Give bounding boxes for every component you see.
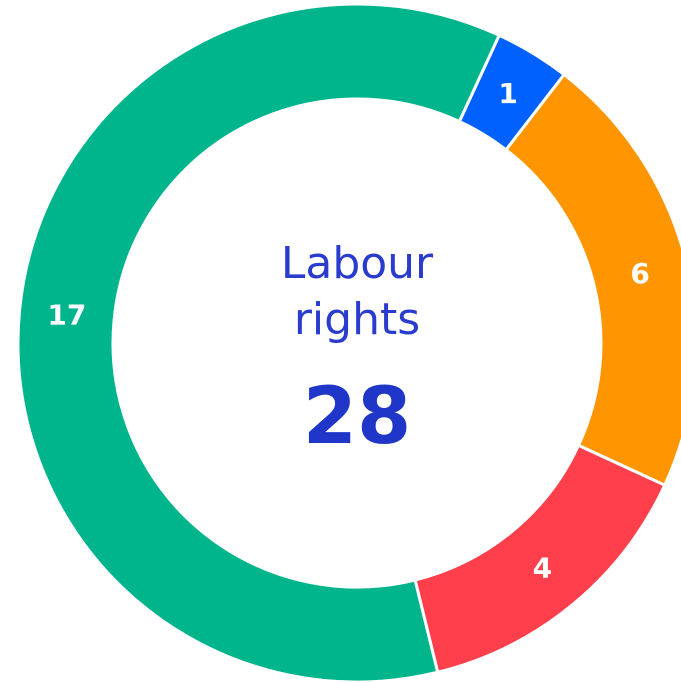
segment bbox=[16, 2, 502, 683]
center-title: Labour rights bbox=[280, 238, 434, 345]
segment-label: 4 bbox=[533, 551, 552, 584]
segment-label: 6 bbox=[630, 257, 649, 290]
segment bbox=[503, 72, 681, 488]
segment-label: 1 bbox=[498, 77, 517, 110]
segment-label: 17 bbox=[47, 298, 86, 331]
center-value: 28 bbox=[302, 372, 412, 462]
